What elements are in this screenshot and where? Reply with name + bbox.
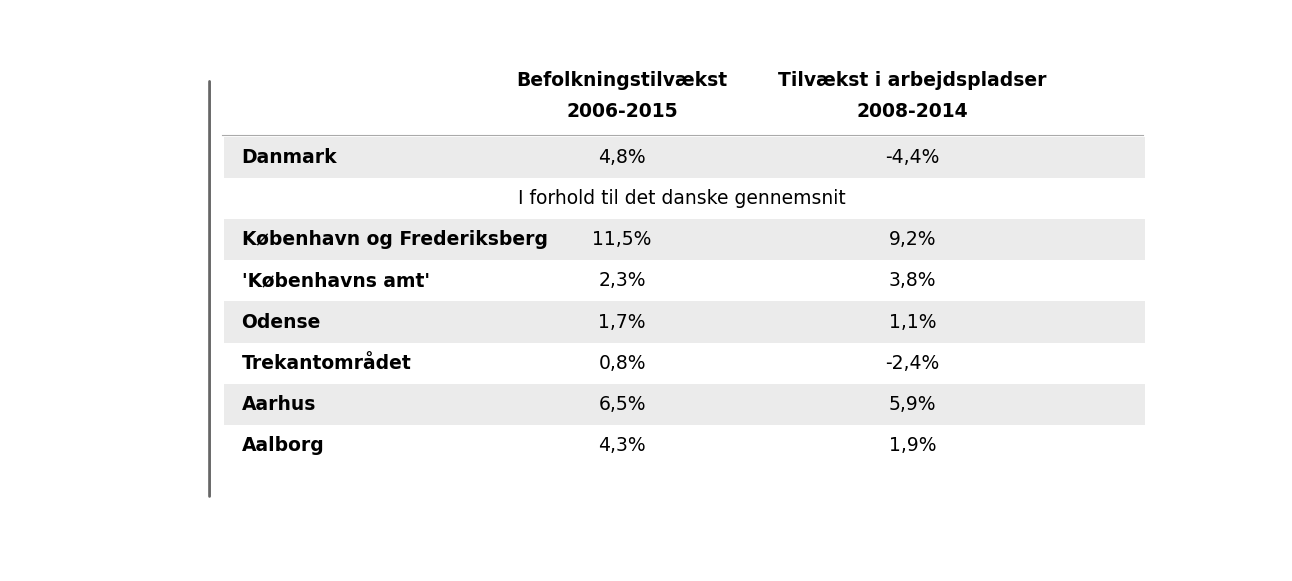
Text: 11,5%: 11,5% xyxy=(593,230,651,249)
Text: Tilvækst i arbejdspladser: Tilvækst i arbejdspladser xyxy=(778,71,1047,90)
Text: 3,8%: 3,8% xyxy=(889,271,937,290)
Bar xyxy=(224,425,1145,466)
Text: 9,2%: 9,2% xyxy=(889,230,937,249)
Text: Odense: Odense xyxy=(242,313,320,332)
Text: 1,7%: 1,7% xyxy=(598,313,646,332)
Text: Danmark: Danmark xyxy=(242,148,337,167)
Bar xyxy=(224,178,1145,219)
Bar xyxy=(224,384,1145,425)
Bar xyxy=(224,260,1145,302)
Text: 'Københavns amt': 'Københavns amt' xyxy=(242,271,430,290)
Text: København og Frederiksberg: København og Frederiksberg xyxy=(242,230,548,249)
Bar xyxy=(224,137,1145,178)
Text: 5,9%: 5,9% xyxy=(889,395,937,414)
Text: 1,1%: 1,1% xyxy=(889,313,937,332)
Text: 4,3%: 4,3% xyxy=(598,436,646,455)
Text: 2008-2014: 2008-2014 xyxy=(857,102,968,121)
Text: Aalborg: Aalborg xyxy=(242,436,324,455)
Bar xyxy=(224,302,1145,343)
Text: -4,4%: -4,4% xyxy=(885,148,939,167)
Text: 1,9%: 1,9% xyxy=(889,436,937,455)
Text: 4,8%: 4,8% xyxy=(598,148,646,167)
Text: I forhold til det danske gennemsnit: I forhold til det danske gennemsnit xyxy=(518,189,846,208)
Text: Befolkningstilvækst: Befolkningstilvækst xyxy=(517,71,727,90)
Bar xyxy=(224,343,1145,384)
Text: Trekantområdet: Trekantområdet xyxy=(242,354,411,372)
Text: -2,4%: -2,4% xyxy=(885,354,939,372)
Text: 2006-2015: 2006-2015 xyxy=(566,102,678,121)
Text: 0,8%: 0,8% xyxy=(598,354,646,372)
Bar xyxy=(224,219,1145,260)
Text: 6,5%: 6,5% xyxy=(598,395,646,414)
Text: Aarhus: Aarhus xyxy=(242,395,317,414)
Text: 2,3%: 2,3% xyxy=(598,271,646,290)
